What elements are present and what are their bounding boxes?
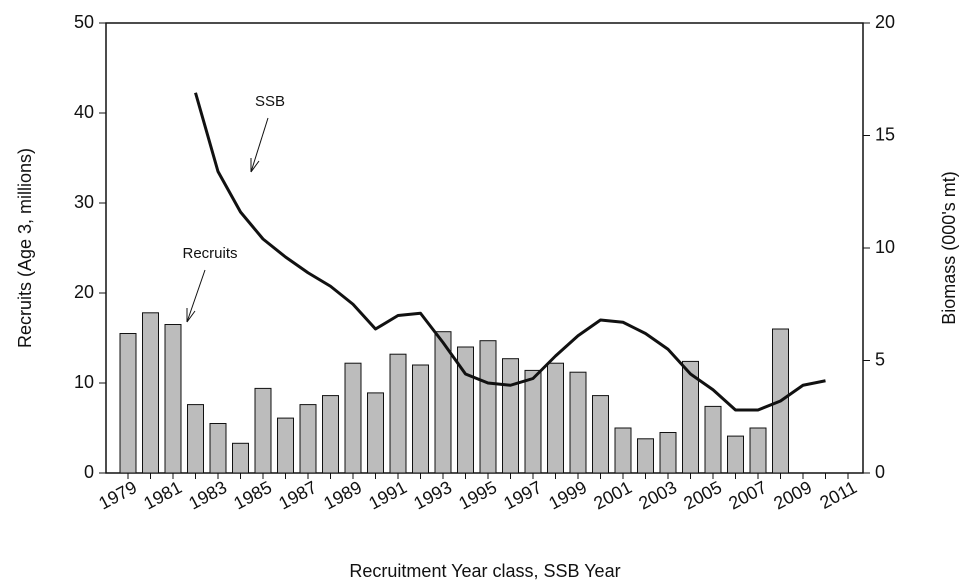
bar: [434, 331, 452, 474]
annotation-arrows: [186, 117, 269, 323]
line: [194, 92, 826, 412]
x-tick-label: 1995: [455, 477, 500, 513]
bar: [524, 369, 542, 474]
y-tick-label: 10: [74, 372, 94, 392]
bar: [412, 364, 429, 474]
x-tick-label: 1987: [275, 477, 320, 513]
y-tick-label: 50: [74, 12, 94, 32]
bar: [367, 392, 384, 474]
y2-tick-label: 10: [875, 237, 895, 257]
x-tick-label: 1989: [320, 477, 365, 513]
bar: [389, 353, 407, 474]
bar: [592, 395, 609, 474]
y-tick-label: 0: [84, 462, 94, 482]
y-axis-label: Recruits (Age 3, millions): [15, 148, 35, 348]
x-tick-label: 1981: [140, 477, 185, 513]
x-tick-label: 2001: [590, 477, 635, 513]
x-tick-label: 1983: [185, 477, 230, 513]
x-tick-label: 1979: [95, 477, 140, 513]
y2-tick-label: 15: [875, 124, 895, 144]
y-tick-label: 30: [74, 192, 94, 212]
bar: [277, 417, 294, 474]
bar: [209, 423, 227, 474]
bar: [322, 395, 339, 474]
x-tick-label: 2011: [817, 477, 861, 513]
bar: [164, 324, 182, 474]
bar: [659, 432, 677, 474]
x-tick-label: 1993: [410, 477, 455, 513]
bar: [479, 340, 497, 474]
bar: [299, 404, 317, 474]
x-tick-label: 1991: [365, 477, 410, 513]
bar: [749, 427, 767, 474]
bar: [704, 405, 722, 474]
bar: [232, 442, 249, 474]
bar: [569, 371, 587, 474]
x-axis-label: Recruitment Year class, SSB Year: [349, 561, 620, 581]
x-tick-label: 1999: [545, 477, 590, 513]
bar: [254, 387, 272, 474]
x-tick-label: 2007: [725, 477, 770, 513]
x-tick-label: 2009: [770, 477, 815, 513]
y-tick-label: 40: [74, 102, 94, 122]
y2-tick-label: 20: [875, 12, 895, 32]
bar: [344, 362, 362, 474]
bar: [547, 362, 564, 474]
x-tick-label: 1985: [230, 477, 275, 513]
bar: [187, 404, 204, 474]
bar: [502, 358, 519, 474]
annotation: Recruits: [182, 245, 237, 262]
y2-axis-label: Biomass (000's mt): [939, 171, 959, 324]
y-tick-label: 20: [74, 282, 94, 302]
annotation: SSB: [255, 93, 285, 110]
bar: [119, 333, 137, 474]
bar: [682, 360, 699, 474]
x-tick-label: 1997: [500, 477, 545, 513]
bar: [637, 438, 654, 474]
bar: [457, 346, 474, 474]
bar: [142, 312, 159, 474]
y2-tick-label: 0: [875, 462, 885, 482]
x-tick-label: 2005: [680, 477, 725, 513]
bar: [614, 427, 632, 474]
bar: [727, 435, 744, 474]
x-tick-label: 2003: [635, 477, 680, 513]
y2-tick-label: 5: [875, 349, 885, 369]
